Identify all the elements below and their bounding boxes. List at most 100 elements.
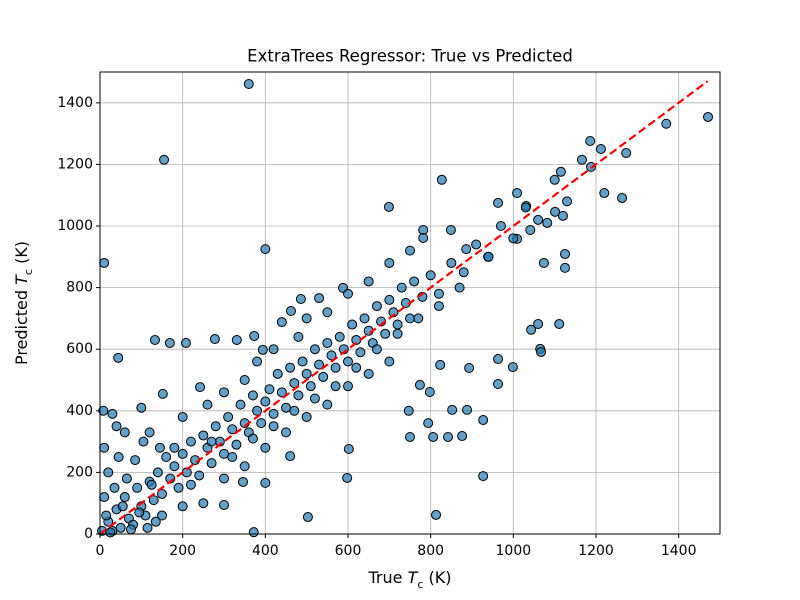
point: [185, 479, 196, 490]
point: [301, 368, 312, 379]
point: [231, 439, 242, 450]
y-tick-label: 800: [66, 280, 93, 296]
point: [533, 318, 544, 329]
point: [384, 257, 395, 268]
point: [585, 135, 596, 146]
point: [264, 384, 275, 395]
x-tick-label: 1200: [578, 543, 614, 559]
point: [276, 387, 287, 398]
point: [268, 408, 279, 419]
point: [173, 482, 184, 493]
xlabel-part: (K): [423, 568, 451, 587]
point: [103, 467, 114, 478]
point: [252, 356, 263, 367]
point: [169, 461, 180, 472]
point: [396, 282, 407, 293]
point: [703, 111, 714, 122]
point: [343, 381, 353, 392]
point: [119, 427, 130, 438]
point: [347, 319, 358, 330]
point: [219, 387, 229, 398]
point: [423, 418, 434, 429]
point: [342, 472, 353, 483]
point: [169, 442, 180, 453]
x-tick-label: 800: [417, 543, 444, 559]
point: [268, 421, 279, 432]
x-tick-label: 0: [96, 543, 105, 559]
point: [461, 244, 472, 255]
point: [256, 418, 267, 429]
point: [272, 368, 283, 379]
point: [318, 371, 329, 382]
point: [148, 495, 159, 506]
ylabel-part: (K): [12, 241, 31, 269]
point: [249, 330, 260, 341]
point: [260, 477, 271, 488]
point: [483, 251, 494, 262]
point: [152, 467, 163, 478]
point: [247, 433, 258, 444]
point: [285, 306, 296, 317]
point: [285, 451, 296, 462]
point: [223, 411, 234, 422]
point: [520, 202, 531, 213]
point: [661, 118, 672, 129]
point: [289, 405, 300, 416]
point: [238, 476, 249, 487]
point: [260, 442, 271, 453]
point: [177, 501, 188, 512]
xlabel-part: c: [417, 578, 423, 591]
point: [371, 301, 382, 312]
point: [297, 356, 308, 367]
point: [227, 424, 238, 435]
point: [138, 436, 149, 447]
point: [164, 338, 175, 349]
point: [383, 201, 394, 212]
point: [435, 359, 446, 370]
point: [433, 288, 444, 299]
point: [305, 381, 316, 392]
point: [507, 362, 518, 373]
point: [371, 344, 382, 355]
point: [409, 276, 420, 287]
point: [154, 442, 165, 453]
point: [428, 431, 439, 442]
point: [322, 399, 333, 410]
point: [343, 356, 353, 367]
point: [403, 405, 414, 416]
xlabel: True Tc (K): [368, 568, 452, 591]
point: [107, 408, 118, 419]
point: [555, 166, 566, 177]
point: [209, 334, 220, 345]
point: [557, 210, 568, 221]
x-tick-label: 200: [169, 543, 196, 559]
point: [447, 404, 458, 415]
point: [105, 527, 116, 538]
point: [445, 225, 456, 236]
point: [99, 442, 110, 453]
point: [219, 500, 229, 511]
point: [206, 458, 217, 469]
point: [309, 393, 320, 404]
point: [243, 79, 254, 90]
point: [111, 421, 122, 432]
point: [121, 473, 132, 484]
point: [363, 368, 374, 379]
point: [227, 452, 238, 462]
point: [359, 313, 370, 324]
point: [414, 379, 425, 390]
xlabel-part: T: [408, 568, 419, 587]
point: [99, 257, 110, 268]
point: [405, 313, 415, 324]
point: [136, 402, 147, 413]
point: [235, 399, 246, 410]
point: [194, 470, 205, 481]
point: [525, 225, 536, 236]
point: [560, 262, 570, 273]
point: [281, 427, 291, 438]
y-tick-label: 1200: [57, 156, 93, 172]
point: [198, 430, 209, 441]
point: [380, 328, 391, 339]
point: [130, 455, 141, 466]
ylabel: Predicted Tc (K): [12, 241, 35, 365]
